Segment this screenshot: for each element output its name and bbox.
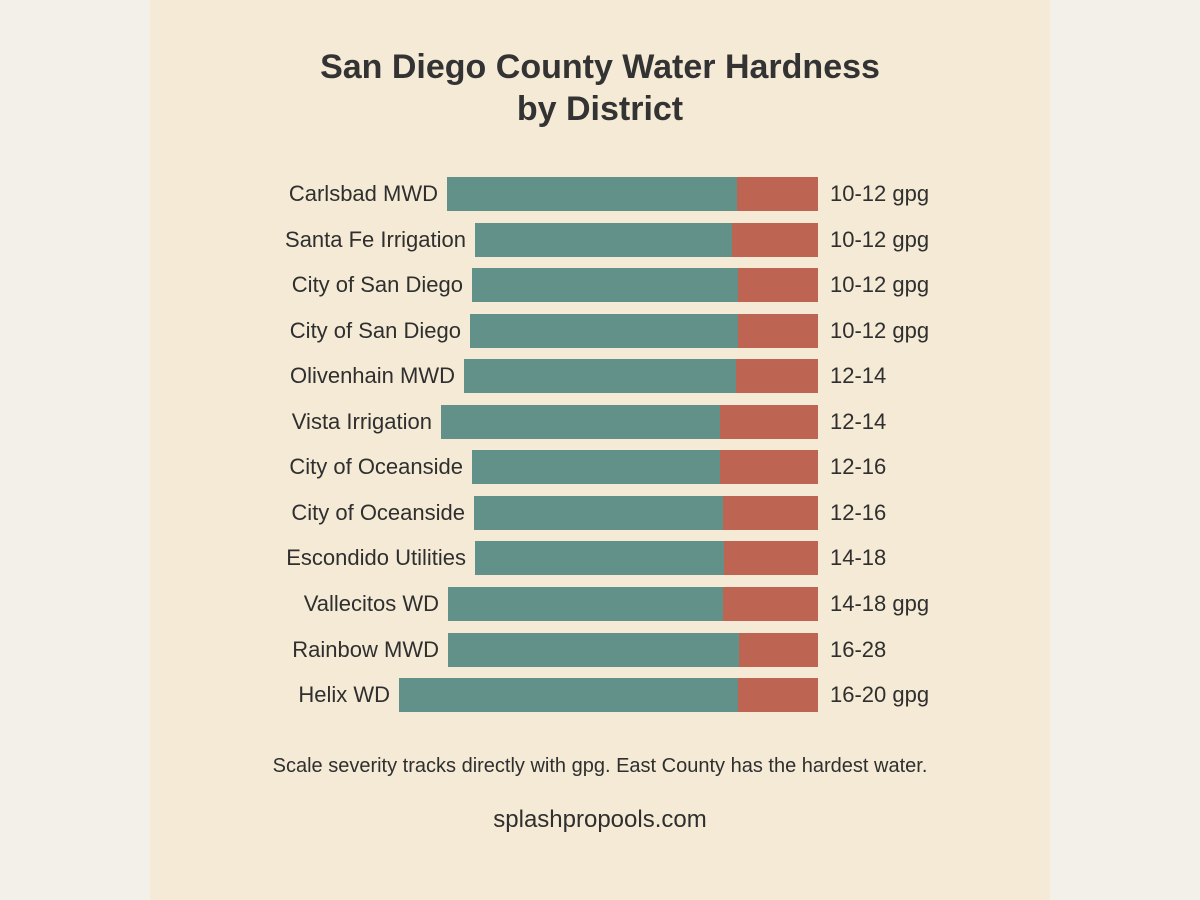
district-label: Helix WD — [298, 682, 390, 708]
district-label: City of San Diego — [289, 317, 461, 343]
source: splashpropools.com — [493, 806, 707, 833]
bar-cap — [723, 495, 818, 530]
hardness-label: 10-12 gpg — [830, 272, 930, 298]
bar-base — [475, 541, 724, 576]
hardness-label: 14-18 — [830, 545, 887, 571]
bar-base — [399, 678, 738, 713]
bar-cap — [732, 222, 818, 257]
district-label: Vista Irrigation — [291, 408, 432, 434]
bar-base — [472, 450, 720, 485]
panel — [150, 0, 1050, 900]
bar-base — [472, 268, 738, 303]
bar-base — [447, 177, 737, 211]
district-label: Escondido Utilities — [286, 545, 466, 571]
hardness-label: 12-14 — [830, 363, 887, 389]
hardness-label: 10-12 gpg — [830, 317, 930, 343]
bar-cap — [720, 450, 818, 485]
bar-base — [470, 313, 738, 348]
title: San Diego County Water Hardness — [320, 48, 880, 86]
bar-cap — [739, 632, 818, 667]
district-label: City of Oceanside — [291, 499, 465, 525]
footnote: Scale severity tracks directly with gpg.… — [272, 755, 928, 777]
hardness-label: 10-12 gpg — [830, 226, 930, 252]
bar-cap — [723, 586, 818, 621]
bar-cap — [738, 313, 818, 348]
hardness-label: 12-16 — [830, 454, 887, 480]
bar-base — [474, 495, 723, 530]
district-label: City of Oceanside — [289, 454, 463, 480]
hardness-label: 12-16 — [830, 499, 887, 525]
title: by District — [516, 90, 684, 128]
bar-cap — [720, 404, 818, 439]
bar-base — [448, 632, 739, 667]
bar-base — [475, 222, 732, 257]
hardness-label: 16-20 gpg — [830, 682, 930, 708]
bar-base — [464, 359, 736, 394]
district-label: Santa Fe Irrigation — [285, 226, 466, 252]
bar-cap — [737, 177, 818, 211]
bar-base — [448, 586, 723, 621]
hardness-label: 14-18 gpg — [830, 590, 930, 616]
bar-base — [441, 404, 720, 439]
district-label: Vallecitos WD — [303, 590, 439, 616]
hardness-label: 10-12 gpg — [830, 181, 930, 206]
district-label: City of San Diego — [291, 272, 463, 298]
bar-cap — [736, 359, 818, 394]
bar-cap — [724, 541, 818, 576]
district-label: Olivenhain MWD — [289, 363, 455, 389]
district-label: Carlsbad MWD — [288, 181, 438, 206]
district-label: Rainbow MWD — [292, 636, 439, 662]
hardness-label: 12-14 — [830, 408, 887, 434]
bar-cap — [738, 268, 818, 303]
bar-cap — [738, 678, 818, 713]
hardness-label: 16-28 — [830, 636, 887, 662]
